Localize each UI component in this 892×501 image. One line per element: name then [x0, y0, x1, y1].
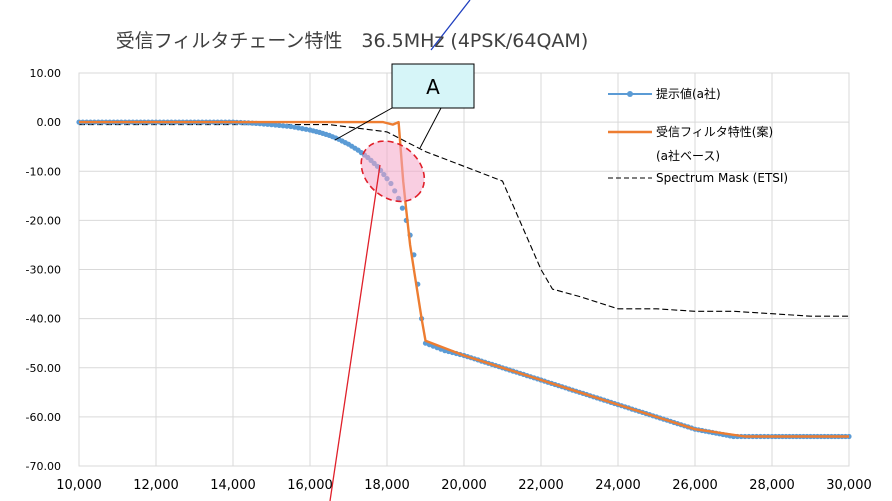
callout-box: [391, 63, 475, 109]
legend-mask-label: Spectrum Mask (ETSI): [656, 171, 788, 185]
y-tick-label: -30.00: [26, 264, 61, 277]
legend-filter-label: 受信フィルタ特性(案): [656, 124, 773, 139]
y-tick-label: -50.00: [26, 362, 61, 375]
y-tick-label: 0.00: [37, 116, 62, 129]
y-tick-label: -70.00: [26, 460, 61, 473]
x-tick-label: 12,000: [133, 478, 179, 493]
series-proposal-point: [284, 123, 290, 129]
series-proposal-point: [303, 126, 309, 132]
series-proposal-point: [276, 122, 282, 128]
annotation-layer: A: [329, 0, 475, 501]
legend: 提示値(a社) 受信フィルタ特性(案) (a社ベース) Spectrum Mask (…: [608, 86, 788, 185]
blue-pointer-line: [430, 0, 471, 51]
series-proposal-point: [280, 123, 286, 129]
series-filter-characteristic-line: [79, 120, 849, 438]
red-pointer-line: [329, 164, 381, 501]
series-layer: [76, 119, 852, 440]
legend-proposal-label: 提示値(a社): [656, 86, 721, 101]
callout-pointer-line: [419, 107, 442, 149]
callout-pointer-line: [334, 107, 393, 141]
x-tick-label: 26,000: [672, 478, 718, 493]
x-tick-label: 10,000: [56, 478, 102, 493]
legend-filter-label-cont: (a社ベース): [656, 148, 720, 163]
legend-proposal-marker: [627, 91, 633, 97]
x-tick-label: 16,000: [287, 478, 333, 493]
y-tick-label: -10.00: [26, 165, 61, 178]
x-tick-label: 14,000: [210, 478, 256, 493]
x-tick-label: 18,000: [364, 478, 410, 493]
series-spectrum-mask-line: [79, 124, 849, 317]
callout-label: A: [426, 75, 440, 99]
grid: [78, 72, 850, 467]
y-tick-label: 10.00: [30, 67, 62, 80]
chart-title: 受信フィルタチェーン特性 36.5MHz (4PSK/64QAM): [116, 30, 588, 52]
x-tick-label: 24,000: [595, 478, 641, 493]
x-tick-label: 20,000: [441, 478, 487, 493]
series-proposal-point: [268, 122, 275, 128]
series-proposal-point: [399, 205, 405, 211]
x-tick-label: 30,000: [826, 478, 872, 493]
y-tick-label: -40.00: [26, 313, 61, 326]
x-tick-label: 22,000: [518, 478, 564, 493]
x-tick-label: 28,000: [749, 478, 795, 493]
series-proposal-point: [272, 122, 278, 128]
series-proposal-point: [295, 125, 301, 131]
y-tick-label: -20.00: [26, 214, 61, 227]
y-tick-label: -60.00: [26, 411, 61, 424]
axes-layer: 10.00 0.00 -10.00 -20.00 -30.00 -40.00 -50.00 -…: [26, 67, 872, 493]
